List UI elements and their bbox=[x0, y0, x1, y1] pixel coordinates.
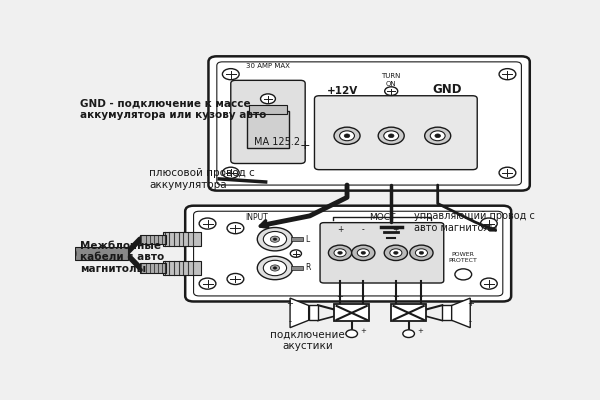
Circle shape bbox=[263, 260, 287, 276]
Ellipse shape bbox=[346, 330, 358, 338]
Text: -: - bbox=[469, 318, 472, 327]
Circle shape bbox=[499, 69, 516, 80]
Circle shape bbox=[273, 267, 277, 269]
Bar bbox=[391, 304, 426, 321]
Circle shape bbox=[338, 251, 343, 254]
Circle shape bbox=[394, 251, 398, 254]
Text: +: + bbox=[392, 292, 399, 301]
Circle shape bbox=[334, 249, 346, 257]
Circle shape bbox=[499, 167, 516, 178]
Text: 30 AMP MAX: 30 AMP MAX bbox=[246, 64, 290, 70]
Bar bbox=[291, 237, 303, 241]
Circle shape bbox=[263, 232, 287, 247]
Text: +: + bbox=[337, 225, 343, 234]
Circle shape bbox=[385, 87, 398, 96]
Circle shape bbox=[257, 256, 293, 280]
Circle shape bbox=[481, 278, 497, 289]
Bar bbox=[334, 304, 369, 321]
Circle shape bbox=[273, 238, 277, 240]
Circle shape bbox=[481, 218, 497, 229]
Text: GND: GND bbox=[432, 83, 462, 96]
Bar bbox=[140, 263, 166, 273]
Text: Межблочные
кабели с авто
магнитолы: Межблочные кабели с авто магнитолы bbox=[80, 241, 164, 274]
Circle shape bbox=[455, 269, 472, 280]
Polygon shape bbox=[452, 298, 470, 328]
Bar bbox=[163, 261, 200, 275]
Circle shape bbox=[384, 245, 407, 260]
Circle shape bbox=[388, 134, 394, 138]
Text: POWER
PROTECT: POWER PROTECT bbox=[449, 252, 478, 263]
Text: +: + bbox=[417, 328, 423, 334]
FancyBboxPatch shape bbox=[208, 56, 530, 191]
Circle shape bbox=[435, 134, 440, 138]
Circle shape bbox=[430, 131, 445, 141]
Text: +: + bbox=[392, 225, 399, 234]
FancyBboxPatch shape bbox=[194, 211, 503, 296]
Bar bbox=[247, 111, 289, 148]
Circle shape bbox=[340, 131, 355, 141]
Circle shape bbox=[415, 249, 427, 257]
Text: INPUT: INPUT bbox=[245, 213, 268, 222]
Bar bbox=[163, 232, 200, 246]
Circle shape bbox=[378, 127, 404, 144]
Ellipse shape bbox=[62, 245, 76, 262]
Text: GND - подключение к массе
аккумулятора или кузову авто: GND - подключение к массе аккумулятора и… bbox=[80, 99, 266, 120]
Text: -: - bbox=[362, 225, 365, 234]
Polygon shape bbox=[290, 298, 308, 328]
Text: MA 125.2: MA 125.2 bbox=[254, 137, 301, 147]
Circle shape bbox=[410, 245, 433, 260]
Circle shape bbox=[227, 274, 244, 284]
FancyBboxPatch shape bbox=[231, 80, 305, 164]
Text: +: + bbox=[300, 138, 310, 152]
Circle shape bbox=[384, 131, 398, 141]
Circle shape bbox=[352, 245, 375, 260]
Bar bbox=[250, 105, 287, 114]
Bar bbox=[75, 247, 128, 260]
Circle shape bbox=[425, 127, 451, 144]
Circle shape bbox=[271, 236, 280, 242]
FancyBboxPatch shape bbox=[314, 96, 477, 170]
Text: -: - bbox=[420, 292, 423, 301]
Circle shape bbox=[271, 265, 280, 271]
Bar bbox=[442, 306, 452, 320]
Circle shape bbox=[199, 218, 216, 229]
Text: TURN
ON: TURN ON bbox=[382, 74, 401, 86]
Text: -: - bbox=[362, 292, 365, 301]
Circle shape bbox=[223, 167, 239, 178]
Circle shape bbox=[260, 94, 275, 104]
Text: подключение
акустики: подключение акустики bbox=[270, 330, 345, 352]
Text: плюсовой провод с
аккумулятора: плюсовой провод с аккумулятора bbox=[149, 168, 255, 190]
Text: +: + bbox=[467, 299, 473, 308]
Circle shape bbox=[257, 228, 293, 251]
Circle shape bbox=[328, 245, 352, 260]
Circle shape bbox=[290, 250, 301, 257]
Bar bbox=[308, 306, 318, 320]
Circle shape bbox=[334, 127, 360, 144]
Circle shape bbox=[344, 134, 350, 138]
Bar bbox=[291, 266, 303, 270]
Text: управляющий провод с
авто магнитолы: управляющий провод с авто магнитолы bbox=[415, 211, 535, 233]
Circle shape bbox=[390, 249, 402, 257]
Text: R: R bbox=[305, 264, 311, 272]
Text: +: + bbox=[337, 292, 343, 301]
Bar bbox=[140, 234, 166, 244]
Text: МОСТ: МОСТ bbox=[369, 213, 395, 222]
FancyBboxPatch shape bbox=[185, 206, 511, 302]
Circle shape bbox=[199, 278, 216, 289]
FancyBboxPatch shape bbox=[320, 223, 444, 283]
Circle shape bbox=[357, 249, 370, 257]
Text: +: + bbox=[360, 328, 366, 334]
Circle shape bbox=[227, 223, 244, 234]
Ellipse shape bbox=[403, 330, 415, 338]
Text: -: - bbox=[420, 225, 423, 234]
Text: +12V: +12V bbox=[327, 86, 358, 96]
Text: +: + bbox=[287, 299, 293, 308]
FancyBboxPatch shape bbox=[217, 62, 521, 185]
Text: -: - bbox=[289, 318, 292, 327]
Text: L: L bbox=[305, 235, 310, 244]
Circle shape bbox=[419, 251, 424, 254]
Circle shape bbox=[361, 251, 365, 254]
Circle shape bbox=[223, 69, 239, 80]
